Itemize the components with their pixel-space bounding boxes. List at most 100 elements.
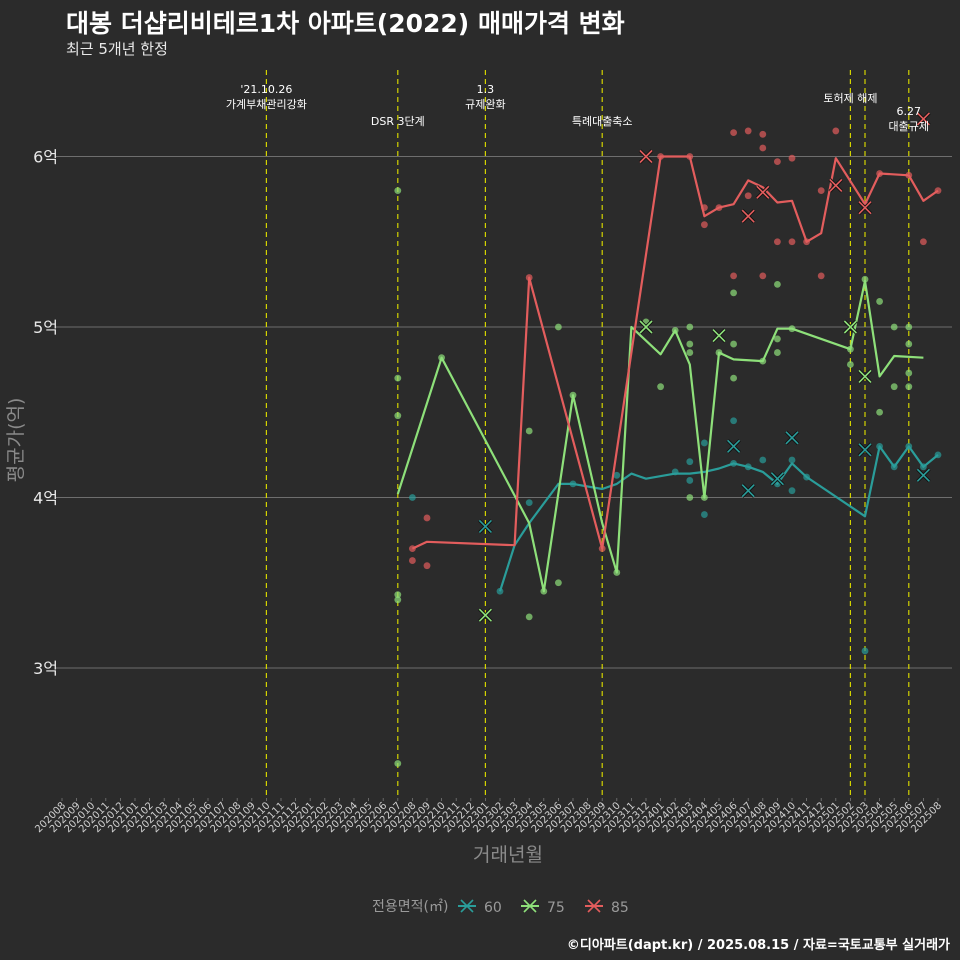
cross-stroke [741,484,755,498]
data-point-85 [920,238,927,246]
data-point-60 [525,499,533,507]
event-label: DSR 3단계 [371,115,425,128]
cross-stroke [478,519,492,534]
cross-stroke [712,328,726,343]
cross-stroke [478,608,492,622]
data-point-75 [905,383,913,391]
data-point-60 [686,458,694,466]
cross-stroke [858,369,872,384]
data-point-60 [861,647,869,655]
data-point-85 [701,221,708,229]
data-point-75 [394,591,402,599]
legend-label: 60 [484,900,502,916]
data-point-75 [774,335,781,343]
legend-cross [523,899,537,913]
y-tick-label: 6억 [33,148,58,167]
event-label: 토허제 해제 [823,91,877,105]
legend-item-85: 85 [585,899,629,916]
data-point-75 [774,280,781,288]
cross-marker-60 [478,519,493,534]
cross-stroke [639,320,653,334]
data-point-75 [890,383,898,391]
legend-cross [587,899,601,913]
data-point-75 [555,323,562,331]
cross-marker-60 [726,439,741,454]
data-point-75 [890,323,898,331]
legend-label: 85 [611,900,629,916]
data-point-85 [730,272,737,280]
event-label: 1.3 [477,83,495,96]
cross-marker-60 [740,483,756,498]
data-point-75 [905,369,913,377]
data-point-85 [774,158,781,166]
data-point-85 [759,144,767,152]
y-tick-label: 5억 [33,318,58,337]
data-point-75 [861,275,869,283]
y-axis-title: 평균가(억) [5,398,27,483]
data-point-75 [686,494,694,501]
series-lines [396,155,939,593]
series-line-75 [396,279,924,593]
data-point-85 [730,129,737,137]
x-axis-ticks: 2020082020092020102020112020122021012021… [33,798,944,835]
data-point-75 [525,613,533,621]
cross-markers [478,111,931,623]
cross-stroke [858,201,872,215]
cross-marker-85 [755,185,771,200]
event-label: '21.10.26 [240,83,292,96]
cross-marker-75 [843,319,858,335]
y-axis-ticks: 3억 4억 5억 6억 [33,148,58,679]
cross-stroke [756,185,770,199]
event-lines [265,70,910,798]
y-tick-label: 4억 [33,489,58,508]
scatter-points [394,127,942,767]
legend-item-75: 75 [521,899,565,916]
cross-marker-60 [916,468,931,483]
cross-marker-60 [857,442,873,457]
chart-title: 대봉 더샵리비테르1차 아파트(2022) 매매가격 변화 [66,9,625,38]
data-point-60 [613,471,621,479]
series-line-85 [411,155,939,550]
series-line-60 [498,445,939,592]
data-point-60 [701,511,708,518]
data-point-85 [409,557,416,564]
y-tick-label: 3억 [33,659,58,678]
data-point-75 [394,596,402,604]
cross-marker-85 [857,200,873,215]
legend: 전용면적(㎡) 60 75 85 [372,899,629,916]
cross-marker-75 [478,607,493,623]
cross-marker-85 [740,208,756,224]
data-point-85 [759,272,767,280]
data-point-60 [686,477,694,484]
data-point-75 [686,323,694,331]
data-point-75 [774,349,781,356]
data-point-60 [409,494,416,501]
legend-item-60: 60 [458,899,502,916]
data-point-85 [423,562,431,570]
data-point-85 [817,187,825,195]
data-point-60 [788,456,796,464]
chart-subtitle: 최근 5개년 한정 [66,40,168,58]
event-label: 6.27 [897,105,922,118]
data-point-85 [788,154,796,162]
cross-marker-85 [828,178,844,193]
data-point-85 [788,238,796,246]
cross-stroke [916,112,930,126]
data-point-75 [847,361,854,368]
cross-stroke [829,178,843,193]
source-caption: ©디아파트(dapt.kr) / 2025.08.15 / 자료=국토교통부 실… [566,938,950,953]
cross-marker-60 [770,471,785,486]
legend-cross [460,899,474,913]
event-label: 대출규제 [889,120,929,133]
data-point-75 [876,408,883,416]
data-point-85 [774,238,781,246]
data-point-75 [394,374,402,382]
cross-stroke [858,443,872,457]
data-point-75 [525,427,533,435]
cross-stroke [843,320,857,334]
cross-marker-75 [711,328,727,343]
legend-label: 75 [547,900,565,916]
cross-stroke [727,439,741,453]
data-point-75 [730,340,737,348]
